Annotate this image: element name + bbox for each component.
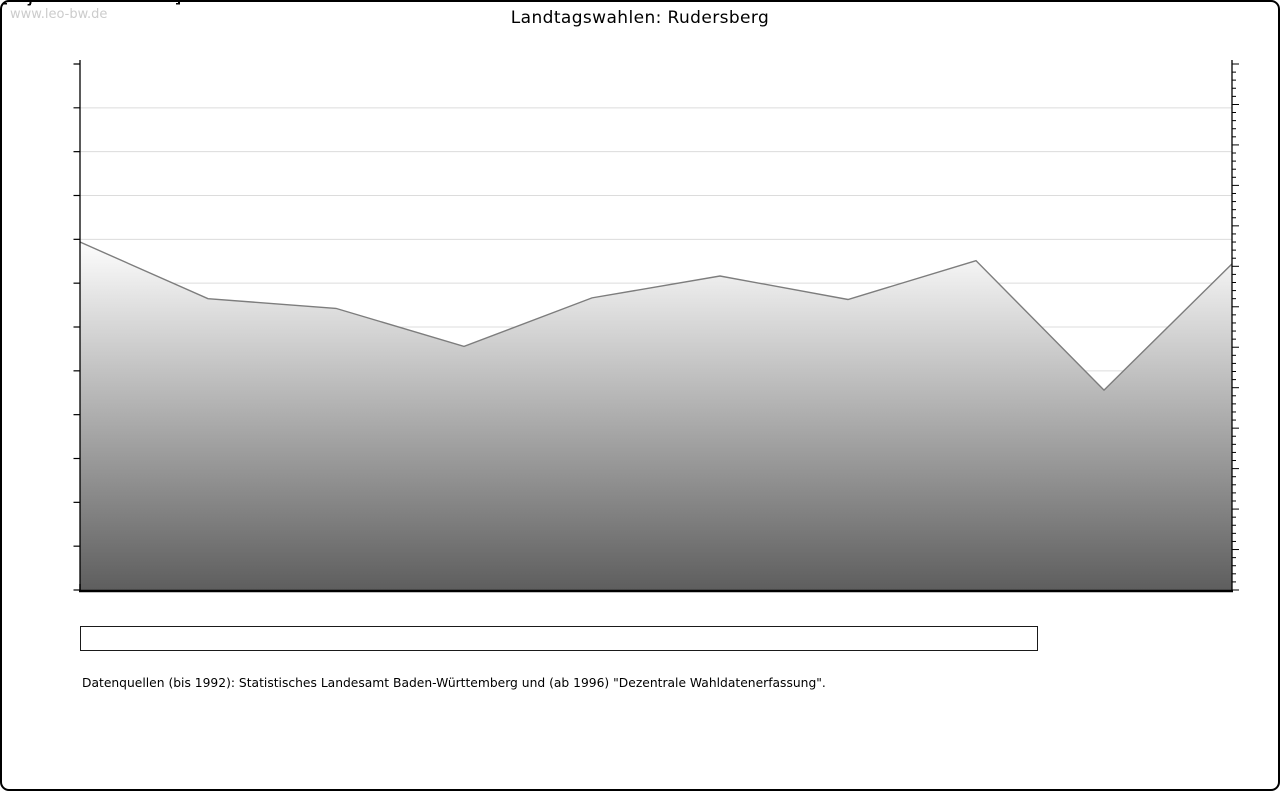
- page-title: Landtagswahlen: Rudersberg: [510, 8, 770, 28]
- watermark-text: www.leo-bw.de: [10, 7, 108, 22]
- chart-legend: [80, 626, 1038, 651]
- svg-text:[object SVGGElement]: [object SVGGElement]: [2, 2, 181, 6]
- svg-text:[object SVGGElement]: [object SVGGElement]: [2, 2, 181, 6]
- svg-text:[object SVGGElement]: [object SVGGElement]: [2, 2, 181, 6]
- svg-text:[object SVGGElement]: [object SVGGElement]: [2, 2, 181, 6]
- svg-text:[object SVGGElement]: [object SVGGElement]: [2, 2, 181, 6]
- axes: [73, 60, 1239, 593]
- series-wahlbeteiligung-area: [79, 241, 1233, 590]
- svg-text:[object SVGGElement]: [object SVGGElement]: [2, 2, 181, 6]
- svg-text:[object SVGGElement]: [object SVGGElement]: [2, 2, 181, 6]
- svg-text:[object SVGGElement]: [object SVGGElement]: [2, 2, 181, 6]
- svg-text:[object SVGGElement]: [object SVGGElement]: [2, 2, 181, 6]
- svg-text:[object SVGGElement]: [object SVGGElement]: [2, 2, 181, 6]
- svg-text:[object SVGGElement]: [object SVGGElement]: [2, 2, 181, 6]
- svg-text:[object SVGGElement]: [object SVGGElement]: [2, 2, 181, 6]
- chart-footnotes: Datenquellen (bis 1992): Statistisches L…: [82, 661, 826, 691]
- svg-text:[object SVGGElement]: [object SVGGElement]: [2, 2, 181, 6]
- svg-text:[object SVGGElement]: [object SVGGElement]: [2, 2, 181, 6]
- svg-text:[object SVGGElement]: [object SVGGElement]: [2, 2, 181, 6]
- svg-text:[object SVGGElement]: [object SVGGElement]: [2, 2, 181, 6]
- svg-text:[object SVGGElement]: [object SVGGElement]: [2, 2, 181, 6]
- svg-text:[object SVGGElement]: [object SVGGElement]: [2, 2, 181, 6]
- svg-text:[object SVGGElement]: [object SVGGElement]: [2, 2, 181, 6]
- data-source-note: Datenquellen (bis 1992): Statistisches L…: [82, 676, 826, 690]
- svg-text:[object SVGGElement]: [object SVGGElement]: [2, 2, 181, 6]
- svg-text:[object SVGGElement]: [object SVGGElement]: [2, 2, 181, 6]
- svg-text:[object SVGGElement]: [object SVGGElement]: [2, 2, 181, 6]
- svg-text:[object SVGGElement]: [object SVGGElement]: [2, 2, 181, 6]
- election-line-chart: [object SVGGElement][object SVGGElement]…: [2, 2, 1239, 593]
- svg-text:[object SVGGElement]: [object SVGGElement]: [2, 2, 181, 6]
- svg-text:[object SVGGElement]: [object SVGGElement]: [2, 2, 181, 6]
- svg-text:[object SVGGElement]: [object SVGGElement]: [2, 2, 181, 6]
- svg-text:[object SVGGElement]: [object SVGGElement]: [2, 2, 181, 6]
